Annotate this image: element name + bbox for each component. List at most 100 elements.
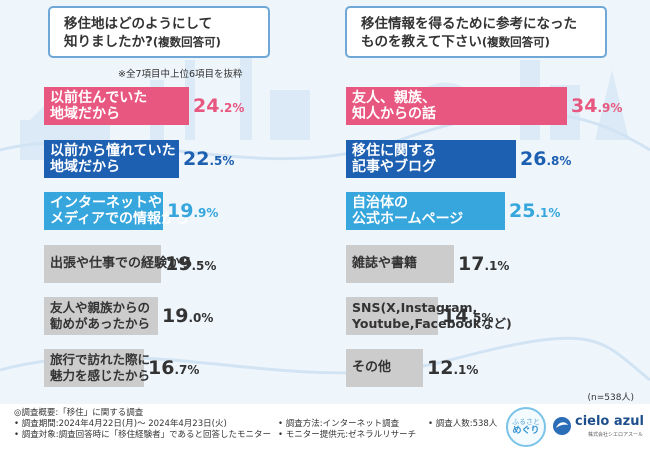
left-value-int-3: 19: [167, 200, 194, 222]
right-value-label-2: 26.8%: [520, 148, 571, 170]
right-bar-label-1: 友人、親族、 知人からの話: [352, 90, 436, 122]
right-bar-6: [346, 349, 423, 387]
right-value-int-3: 25: [509, 200, 536, 222]
left-value-int-4: 19: [165, 253, 192, 275]
left-bar-label-1-line-2: 地域だから: [50, 106, 120, 122]
survey-respondents: • 調査人数:538人: [428, 419, 498, 429]
right-title-line2: ものを教えて下さい(複数回答可): [361, 33, 595, 51]
left-title-line1: 移住地はどのようにして: [64, 16, 213, 32]
right-bar-1: [346, 87, 567, 125]
right-title-suffix: (複数回答可): [481, 35, 550, 49]
left-value-label-4: 19.5%: [165, 253, 216, 275]
right-bar-label-2-line-1: 移住に関する: [352, 143, 436, 159]
left-bar-label-6-line-2: 魅力を感じたから: [50, 368, 151, 383]
right-value-label-6: 12.1%: [427, 357, 478, 379]
left-bar-label-4: 出張や仕事での経験から: [50, 256, 193, 272]
cielo-azul-mark: [553, 417, 571, 435]
survey-overview: ◎調査概要:「移住」に関する調査: [14, 408, 144, 418]
left-bar-4: [44, 245, 161, 283]
right-bar-label-5-line-2: Youtube,Facebookなど): [352, 316, 512, 331]
left-bar-label-5-line-2: 勧めがあったから: [50, 316, 151, 331]
survey-period: • 調査期間:2024年4月22日(月)〜 2024年4月23日(火): [14, 419, 227, 429]
left-value-label-5: 19.0%: [162, 305, 213, 327]
right-value-int-1: 34: [571, 95, 598, 117]
left-value-dec-2: .5%: [209, 154, 235, 168]
left-value-int-2: 22: [183, 148, 210, 170]
left-bar-label-1: 以前住んでいた 地域だから: [50, 90, 147, 122]
left-value-dec-5: .0%: [188, 311, 214, 325]
left-value-dec-6: .7%: [174, 363, 200, 377]
right-bar-label-1-line-2: 知人からの話: [352, 106, 436, 122]
right-bar-label-2: 移住に関する 記事やブログ: [352, 143, 436, 175]
cielo-azul-name: cielo azul: [575, 414, 644, 429]
right-title-line1: 移住情報を得るために参考になった: [361, 16, 577, 32]
right-bar-label-1-line-1: 友人、親族、: [352, 90, 436, 106]
left-bar-6: [44, 349, 144, 387]
right-value-dec-2: .8%: [546, 154, 572, 168]
right-bar-label-5-line-1: SNS(X,Instagram,: [352, 300, 478, 315]
right-bar-5: [346, 297, 438, 335]
left-bar-label-2-line-2: 地域だから: [50, 159, 120, 175]
left-value-dec-1: .2%: [219, 101, 245, 115]
furusato-meguri-logo: ふるさと めぐり: [506, 407, 546, 447]
left-bar-label-1-line-1: 以前住んでいた: [50, 90, 148, 106]
left-bar-label-6-line-1: 旅行で訪れた際に: [50, 352, 151, 367]
right-value-label-5: 14.5%: [442, 305, 493, 327]
left-value-label-3: 19.9%: [167, 200, 218, 222]
footer: ◎調査概要:「移住」に関する調査 • 調査期間:2024年4月22日(月)〜 2…: [0, 404, 650, 450]
monitor-provider: • モニター提供元:ゼネラルリサーチ: [278, 430, 417, 440]
left-value-int-5: 19: [162, 305, 189, 327]
cielo-azul-sub: 株式会社シエロアスール: [588, 432, 644, 438]
right-bar-label-3-line-2: 公式ホームページ: [352, 211, 464, 227]
left-bar-label-4-line-1: 出張や仕事での経験から: [50, 256, 194, 271]
right-value-int-4: 17: [458, 253, 485, 275]
survey-target: • 調査対象:調査回答時に「移住経験者」であると回答したモニター: [14, 430, 271, 440]
logo1-line2: めぐり: [512, 426, 540, 436]
right-value-label-1: 34.9%: [571, 95, 622, 117]
left-bar-label-5-line-1: 友人や親族からの: [50, 300, 151, 315]
right-bar-label-6-line-1: その他: [352, 360, 392, 375]
left-value-label-6: 16.7%: [148, 357, 199, 379]
right-title-main: ものを教えて下さい: [361, 34, 482, 50]
left-bar-label-3-line-2: メディアでの情報から: [50, 211, 190, 227]
left-bar-label-2: 以前から憧れていた 地域だから: [50, 143, 176, 175]
right-bar-label-3-line-1: 自治体の: [352, 195, 408, 211]
survey-method: • 調査方法:インターネット調査: [278, 419, 400, 429]
right-value-dec-3: .1%: [535, 206, 561, 220]
sample-size: (n=538人): [587, 393, 634, 403]
left-value-int-1: 24: [193, 95, 220, 117]
right-bar-label-4-line-1: 雑誌や書籍: [352, 256, 418, 271]
logo1-line1: ふるさと: [512, 418, 540, 426]
left-value-int-6: 16: [148, 357, 175, 379]
right-bar-3: [346, 192, 505, 230]
right-bar-label-6: その他: [352, 360, 391, 376]
left-title-suffix: (複数回答可): [152, 35, 221, 49]
left-value-label-1: 24.2%: [193, 95, 244, 117]
left-bar-2: [44, 140, 179, 178]
left-value-dec-4: .5%: [191, 259, 217, 273]
left-title-line2: 知りましたか?(複数回答可): [64, 33, 258, 51]
left-bar-5: [44, 297, 158, 335]
right-value-int-5: 14: [442, 305, 469, 327]
left-value-label-2: 22.5%: [183, 148, 234, 170]
right-value-dec-1: .9%: [597, 101, 623, 115]
left-bar-label-3-line-1: インターネットや: [50, 195, 162, 211]
right-value-dec-6: .1%: [453, 363, 479, 377]
left-bar-label-6: 旅行で訪れた際に 魅力を感じたから: [50, 352, 150, 384]
right-value-dec-4: .1%: [484, 259, 510, 273]
right-value-int-6: 12: [427, 357, 454, 379]
right-bar-label-4: 雑誌や書籍: [352, 256, 417, 272]
left-bar-1: [44, 87, 189, 125]
right-value-label-3: 25.1%: [509, 200, 560, 222]
left-bar-label-5: 友人や親族からの 勧めがあったから: [50, 300, 150, 332]
right-bar-4: [346, 245, 454, 283]
right-bar-label-2-line-2: 記事やブログ: [352, 159, 436, 175]
left-bar-label-2-line-1: 以前から憧れていた: [50, 143, 176, 159]
left-bar-label-3: インターネットや メディアでの情報から: [50, 195, 189, 227]
right-value-int-2: 26: [520, 148, 547, 170]
left-chart-title: 移住地はどのようにして 知りましたか?(複数回答可): [48, 6, 270, 58]
left-bar-3: [44, 192, 163, 230]
right-bar-2: [346, 140, 516, 178]
left-value-dec-3: .9%: [193, 206, 219, 220]
right-bar-label-3: 自治体の 公式ホームページ: [352, 195, 463, 227]
